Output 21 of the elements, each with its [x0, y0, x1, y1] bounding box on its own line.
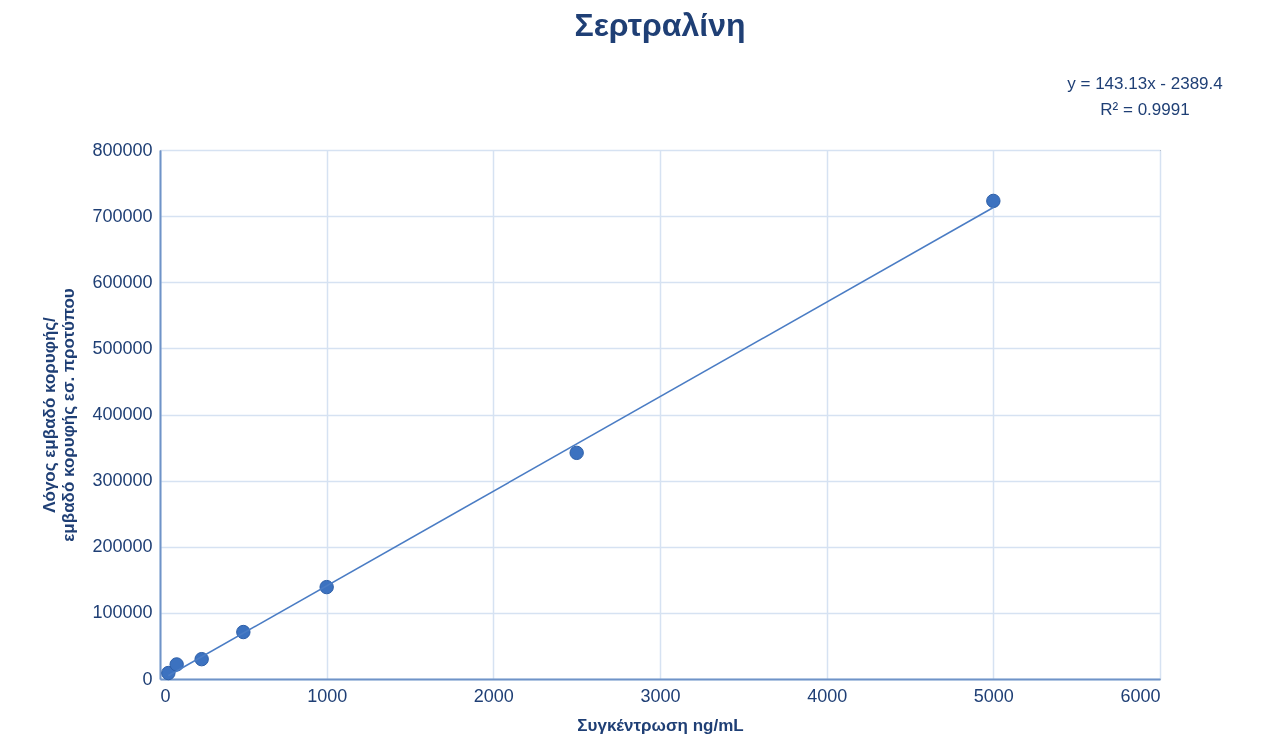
y-tick-label: 100000	[92, 602, 153, 623]
x-tick-label: 3000	[640, 685, 681, 706]
x-tick-label: 6000	[1120, 685, 1161, 706]
x-tick-label: 2000	[473, 685, 514, 706]
y-tick-label: 800000	[92, 139, 153, 160]
y-tick-label: 700000	[92, 205, 153, 226]
y-tick-label: 200000	[92, 536, 153, 557]
y-tick-label: 600000	[92, 271, 153, 292]
x-tick-label: 0	[160, 685, 171, 706]
y-tick-label: 300000	[92, 470, 153, 491]
y-axis-title: Λόγος εμβαδό κορυφής/ εμβαδό κορυφής εσ. προτύπου	[40, 288, 79, 542]
x-tick-label: 4000	[807, 685, 848, 706]
text: R² = 0.9991	[1100, 100, 1190, 119]
y-tick-label: 400000	[92, 404, 153, 424]
y-tick-label: 500000	[92, 337, 153, 358]
text: y = 143.13x - 2389.4	[1067, 74, 1223, 93]
x-axis-title: Συγκέντρωση ng/mL	[577, 715, 744, 735]
y-tick-label: 0	[142, 668, 153, 689]
x-tick-label: 1000	[307, 685, 348, 706]
chart-title: Σερτραλίνη	[574, 7, 746, 43]
x-tick-label: 5000	[973, 685, 1014, 706]
